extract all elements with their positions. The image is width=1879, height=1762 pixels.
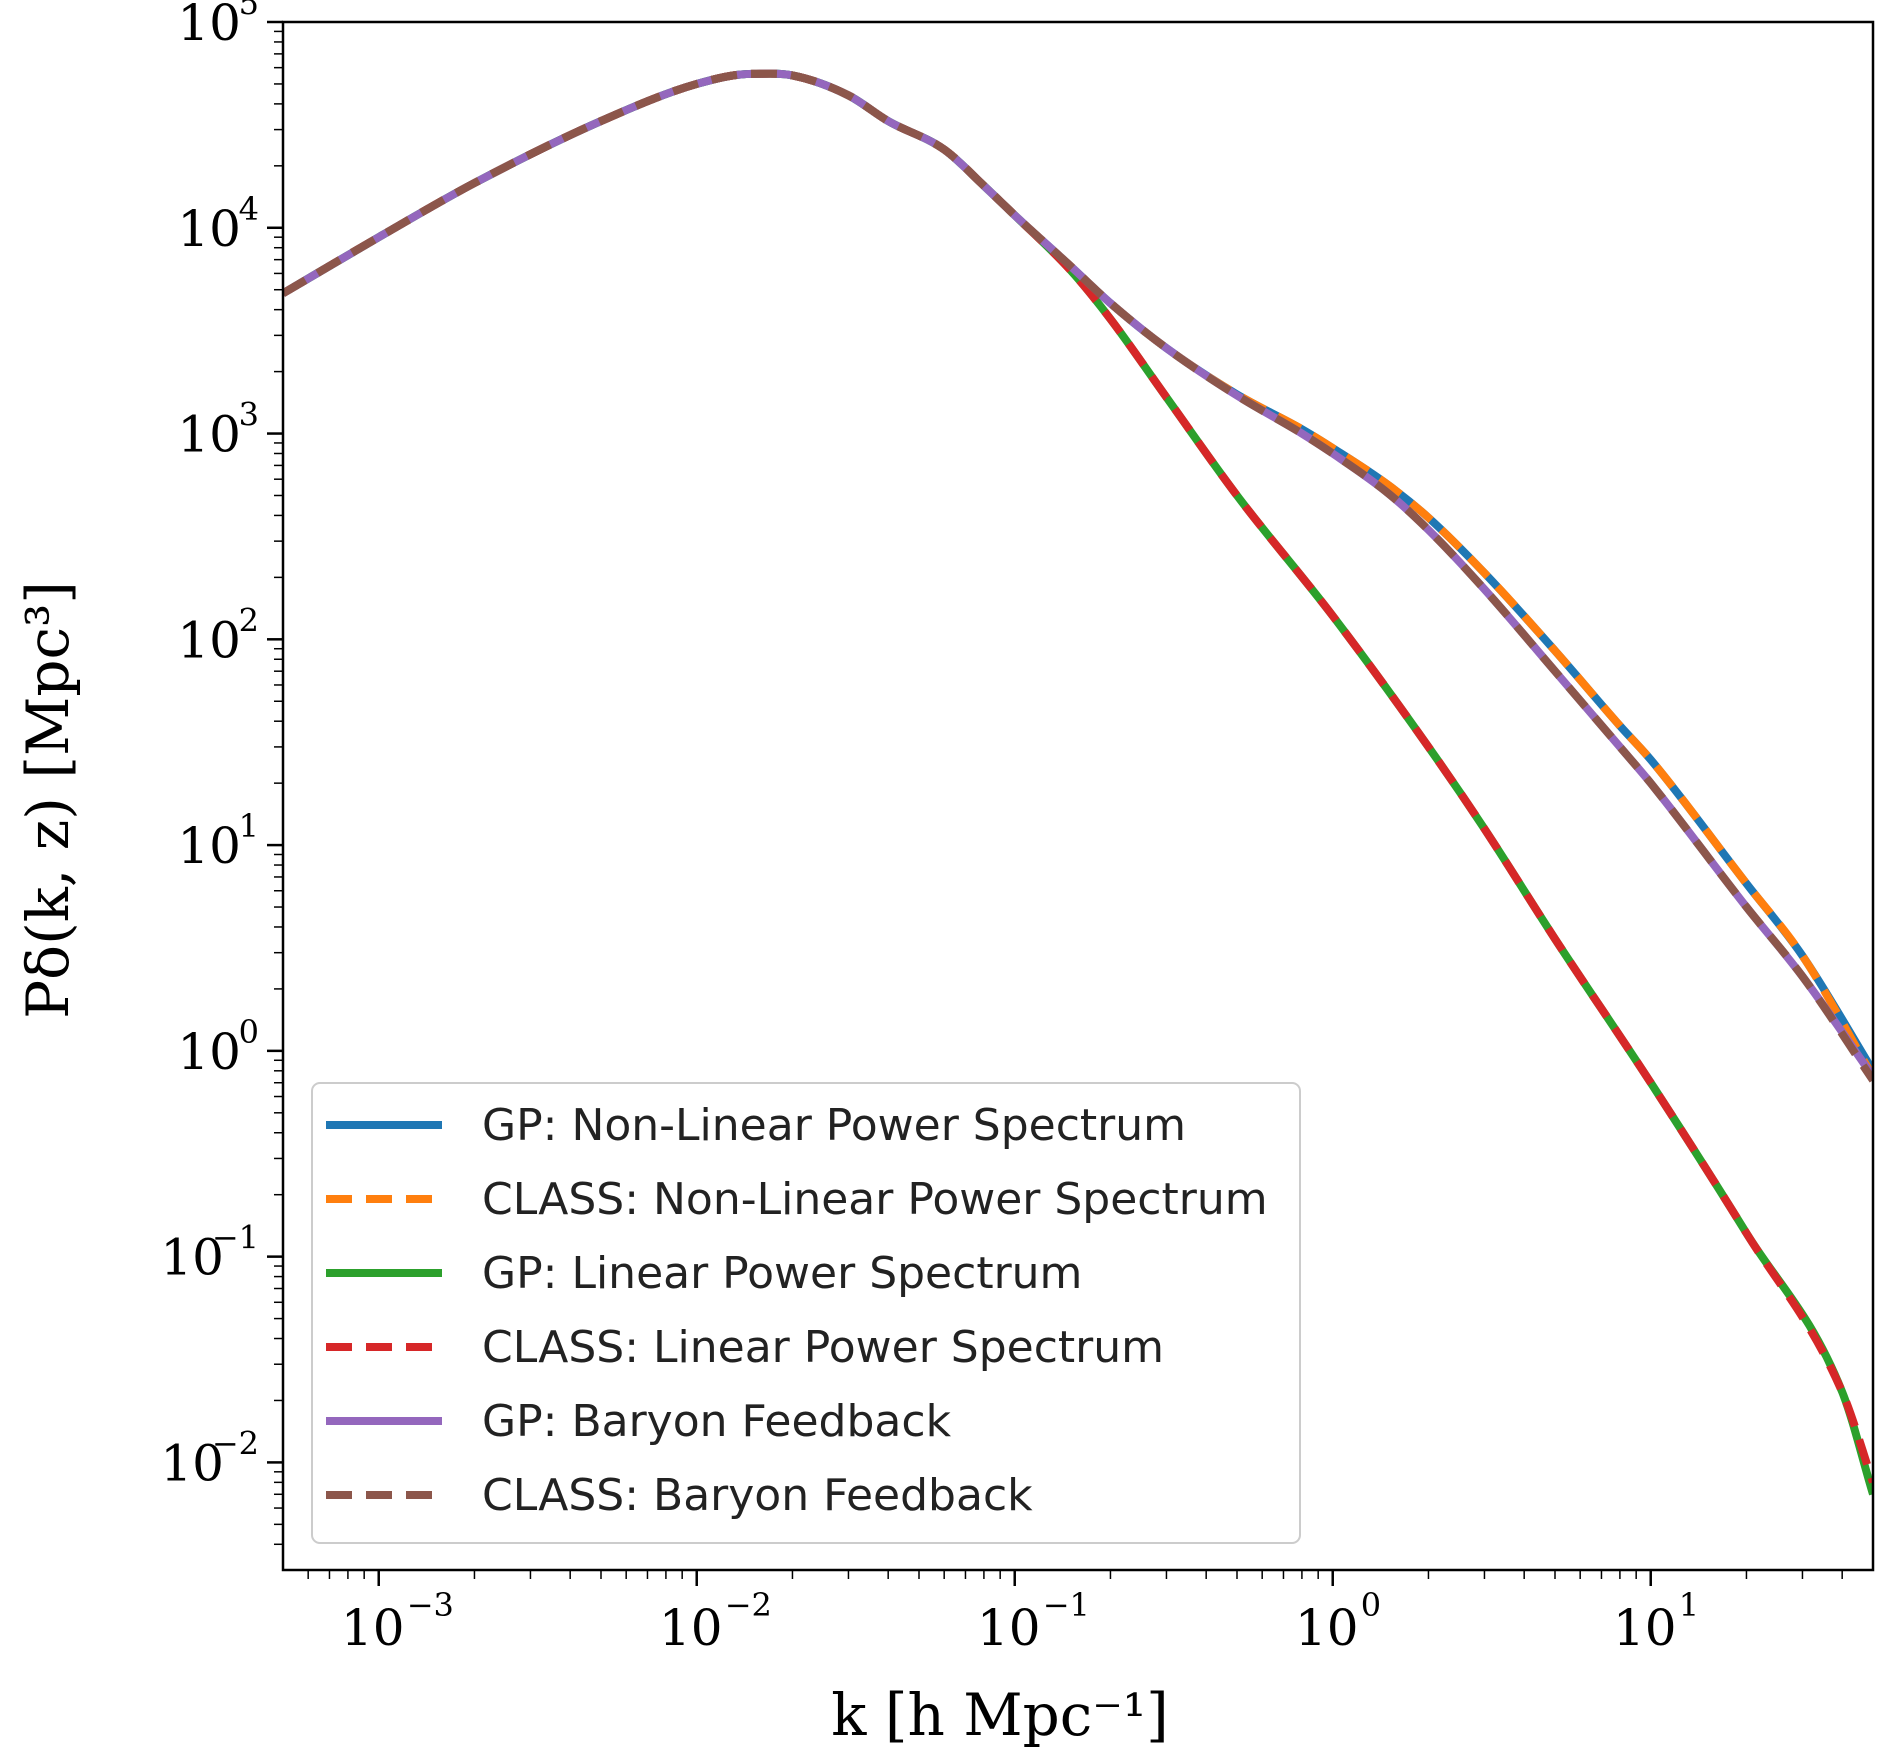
legend-label-2: CLASS: Non-Linear Power Spectrum xyxy=(482,1174,1268,1225)
y-tick-label-exponent: 3 xyxy=(239,396,259,434)
legend-label-3: GP: Linear Power Spectrum xyxy=(482,1248,1082,1299)
x-tick-label-exponent: −1 xyxy=(1043,1586,1090,1624)
x-tick-label: 10 xyxy=(1613,1599,1677,1657)
series-layer xyxy=(283,69,1873,1496)
x-tick-label: 10 xyxy=(659,1599,723,1657)
x-tick-label-exponent: −3 xyxy=(407,1586,454,1624)
y-tick-label-exponent: 2 xyxy=(239,601,259,639)
x-tick-label: 10 xyxy=(341,1599,405,1657)
legend: GP: Non-Linear Power Spectrum CLASS: Non-… xyxy=(311,1082,1301,1544)
x-tick-label-exponent: −2 xyxy=(725,1586,772,1624)
y-tick-label: 10 xyxy=(177,200,241,258)
legend-label-6: CLASS: Baryon Feedback xyxy=(482,1470,1033,1521)
y-tick-label: 10 xyxy=(177,1023,241,1081)
series-line-6 xyxy=(283,69,1873,1083)
major-ticks xyxy=(267,20,1652,1586)
x-tick-label-exponent: 0 xyxy=(1361,1586,1381,1624)
y-tick-label-exponent: 1 xyxy=(239,807,259,845)
x-tick-label: 10 xyxy=(1295,1599,1359,1657)
y-tick-label: 10 xyxy=(177,817,241,875)
y-tick-label: 10 xyxy=(177,406,241,464)
x-axis-title-text: k [h Mpc⁻¹] xyxy=(831,1681,1169,1749)
x-tick-label: 10 xyxy=(977,1599,1041,1657)
minor-ticks xyxy=(274,30,1843,1579)
legend-items: GP: Non-Linear Power Spectrum CLASS: Non-… xyxy=(326,1100,1268,1521)
legend-box xyxy=(311,1082,1301,1544)
x-tick-label-exponent: 1 xyxy=(1679,1586,1699,1624)
y-tick-label-exponent: 5 xyxy=(239,0,259,22)
y-tick-label-exponent: −1 xyxy=(212,1219,259,1257)
y-tick-label-exponent: 0 xyxy=(239,1013,259,1051)
y-axis-title: Pδ(k, z) [Mpc³] xyxy=(14,581,82,1019)
y-tick-label: 10 xyxy=(160,1229,224,1287)
legend-label-5: GP: Baryon Feedback xyxy=(482,1396,952,1447)
y-axis-title-text: Pδ(k, z) [Mpc³] xyxy=(14,581,82,1019)
plot-frame xyxy=(281,20,1875,1572)
x-tick-labels: 10 −3 10 −2 10 −1 10 0 10 1 xyxy=(341,1586,1699,1657)
y-tick-label-exponent: 4 xyxy=(239,190,259,228)
y-tick-label: 10 xyxy=(160,1434,224,1492)
y-tick-label-exponent: −2 xyxy=(212,1424,259,1462)
y-tick-label: 10 xyxy=(177,611,241,669)
x-axis-title: k [h Mpc⁻¹] xyxy=(831,1681,1169,1749)
legend-label-1: GP: Non-Linear Power Spectrum xyxy=(482,1100,1186,1151)
legend-label-4: CLASS: Linear Power Spectrum xyxy=(482,1322,1164,1373)
y-tick-label: 10 xyxy=(177,0,241,52)
